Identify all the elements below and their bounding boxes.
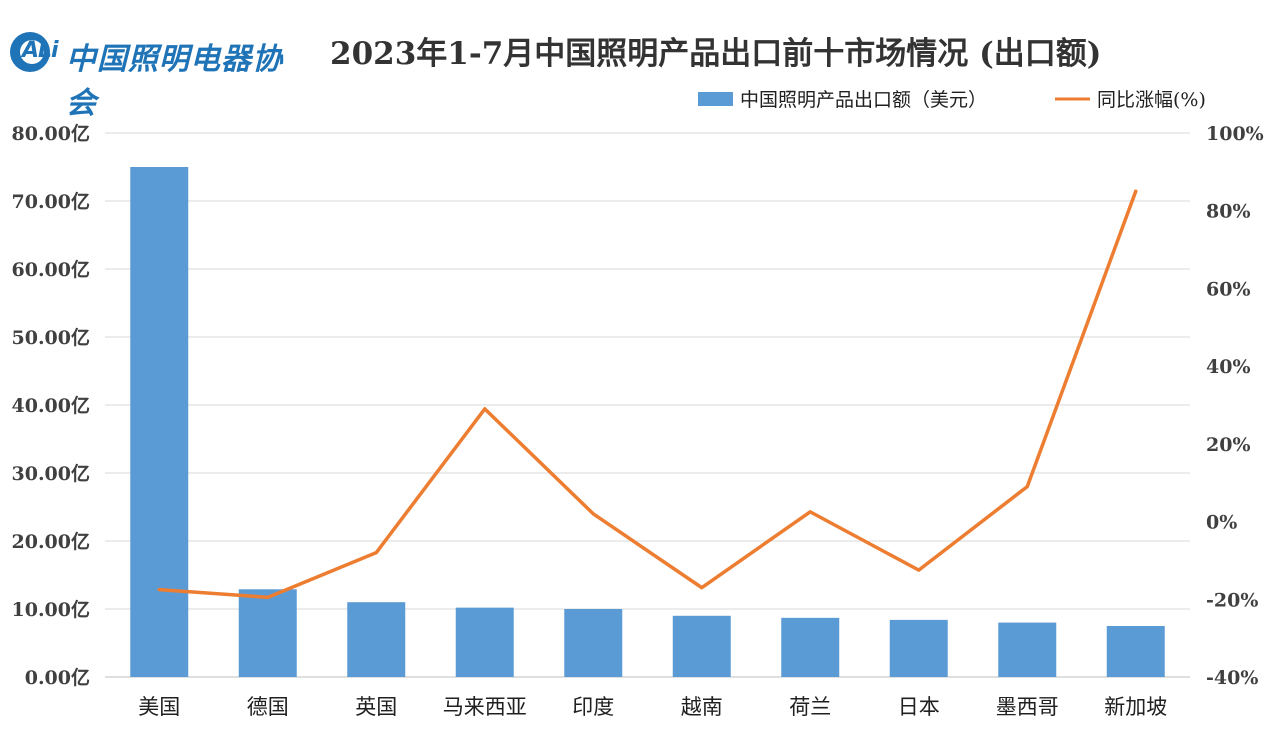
category-label: 英国 [355,695,397,719]
right-tick-label: 40% [1206,356,1251,378]
right-tick-label: -20% [1206,589,1258,611]
line-point [374,551,378,555]
right-tick-label: 0% [1206,512,1237,534]
line-point [157,587,161,592]
left-tick-label: 0.00亿 [25,666,90,689]
bar [1106,626,1165,677]
right-tick-label: 20% [1206,434,1251,456]
bar [564,609,623,677]
growth-line [157,189,1138,600]
logo-mark-icon: ALi [8,28,60,76]
bar [889,619,948,677]
line-point [808,510,812,514]
category-label: 美国 [138,695,180,719]
left-tick-label: 10.00亿 [12,598,91,621]
left-axis-ticks: 0.00亿 10.00亿 20.00亿 30.00亿 40.00亿 50.00亿 60.00… [12,122,91,689]
left-tick-label: 40.00亿 [12,394,91,417]
bar [130,167,189,677]
right-tick-label: 100% [1206,123,1264,145]
category-label: 印度 [572,695,614,719]
left-tick-label: 60.00亿 [12,258,91,281]
line-point [917,568,921,572]
bar [998,622,1057,677]
left-tick-label: 80.00亿 [12,122,91,145]
line-point [1134,189,1138,193]
left-tick-label: 70.00亿 [12,190,91,213]
category-label: 马来西亚 [443,695,527,719]
line-point [591,512,595,516]
line-series [157,189,1138,600]
chart-title: 2023年1-7月中国照明产品出口前十市场情况 (出口额) [330,36,1102,72]
category-label: 荷兰 [789,695,831,719]
legend-swatch-bar [698,92,733,106]
line-point [266,595,270,599]
legend-label-bar: 中国照明产品出口额（美元） [740,89,987,111]
right-axis-ticks: -40% -20% 0% 20% 40% 60% 80% 100% [1206,123,1264,689]
logo: ALi 中国照明电器协会 [8,28,298,121]
category-label: 新加坡 [1104,695,1167,719]
left-tick-label: 30.00亿 [12,462,91,485]
logo-name: 中国照明电器协会 [66,42,283,121]
line-point [700,586,704,590]
bar-series [130,167,1165,677]
bar [781,617,840,677]
bar [672,615,731,677]
bar [347,602,406,677]
category-axis: 美国 德国 英国 马来西亚 印度 越南 荷兰 日本 墨西哥 新加坡 [138,695,1167,719]
right-tick-label: 80% [1206,201,1251,223]
bar [455,607,514,677]
right-tick-label: -40% [1206,667,1258,689]
legend: 中国照明产品出口额（美元） 同比涨幅(%) [698,89,1206,111]
category-label: 日本 [898,695,940,719]
line-point [483,407,487,411]
category-label: 德国 [247,695,289,719]
line-point [1025,485,1029,489]
left-tick-label: 50.00亿 [12,326,91,349]
left-tick-label: 20.00亿 [12,530,91,553]
right-tick-label: 60% [1206,278,1251,300]
legend-label-line: 同比涨幅(%) [1097,89,1206,111]
bar [238,589,297,677]
category-label: 墨西哥 [996,695,1059,719]
logo-abbr: ALi [22,38,59,63]
category-label: 越南 [681,695,723,719]
